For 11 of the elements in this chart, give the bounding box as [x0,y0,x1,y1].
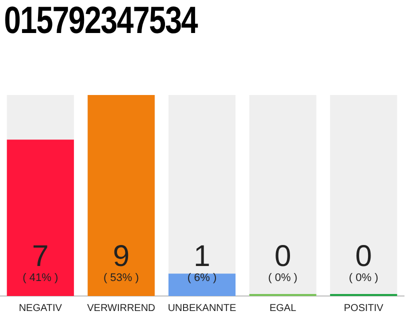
x-tick-label: NEGATIV [18,302,62,314]
data-label: 7 ( 41% ) [22,240,58,284]
x-tick-label: UNBEKANNTE [168,302,236,314]
chart-title: 015792347534 [4,0,198,43]
x-tick-label: EGAL [269,302,297,314]
data-label: 1 ( 6% ) [187,240,217,284]
data-label: 0 ( 0% ) [268,240,298,284]
data-label: 0 ( 0% ) [348,240,378,284]
x-tick-label: VERWIRREND [87,302,156,314]
x-tick-label: POSITIV [344,302,384,314]
data-label: 9 ( 53% ) [103,240,139,284]
